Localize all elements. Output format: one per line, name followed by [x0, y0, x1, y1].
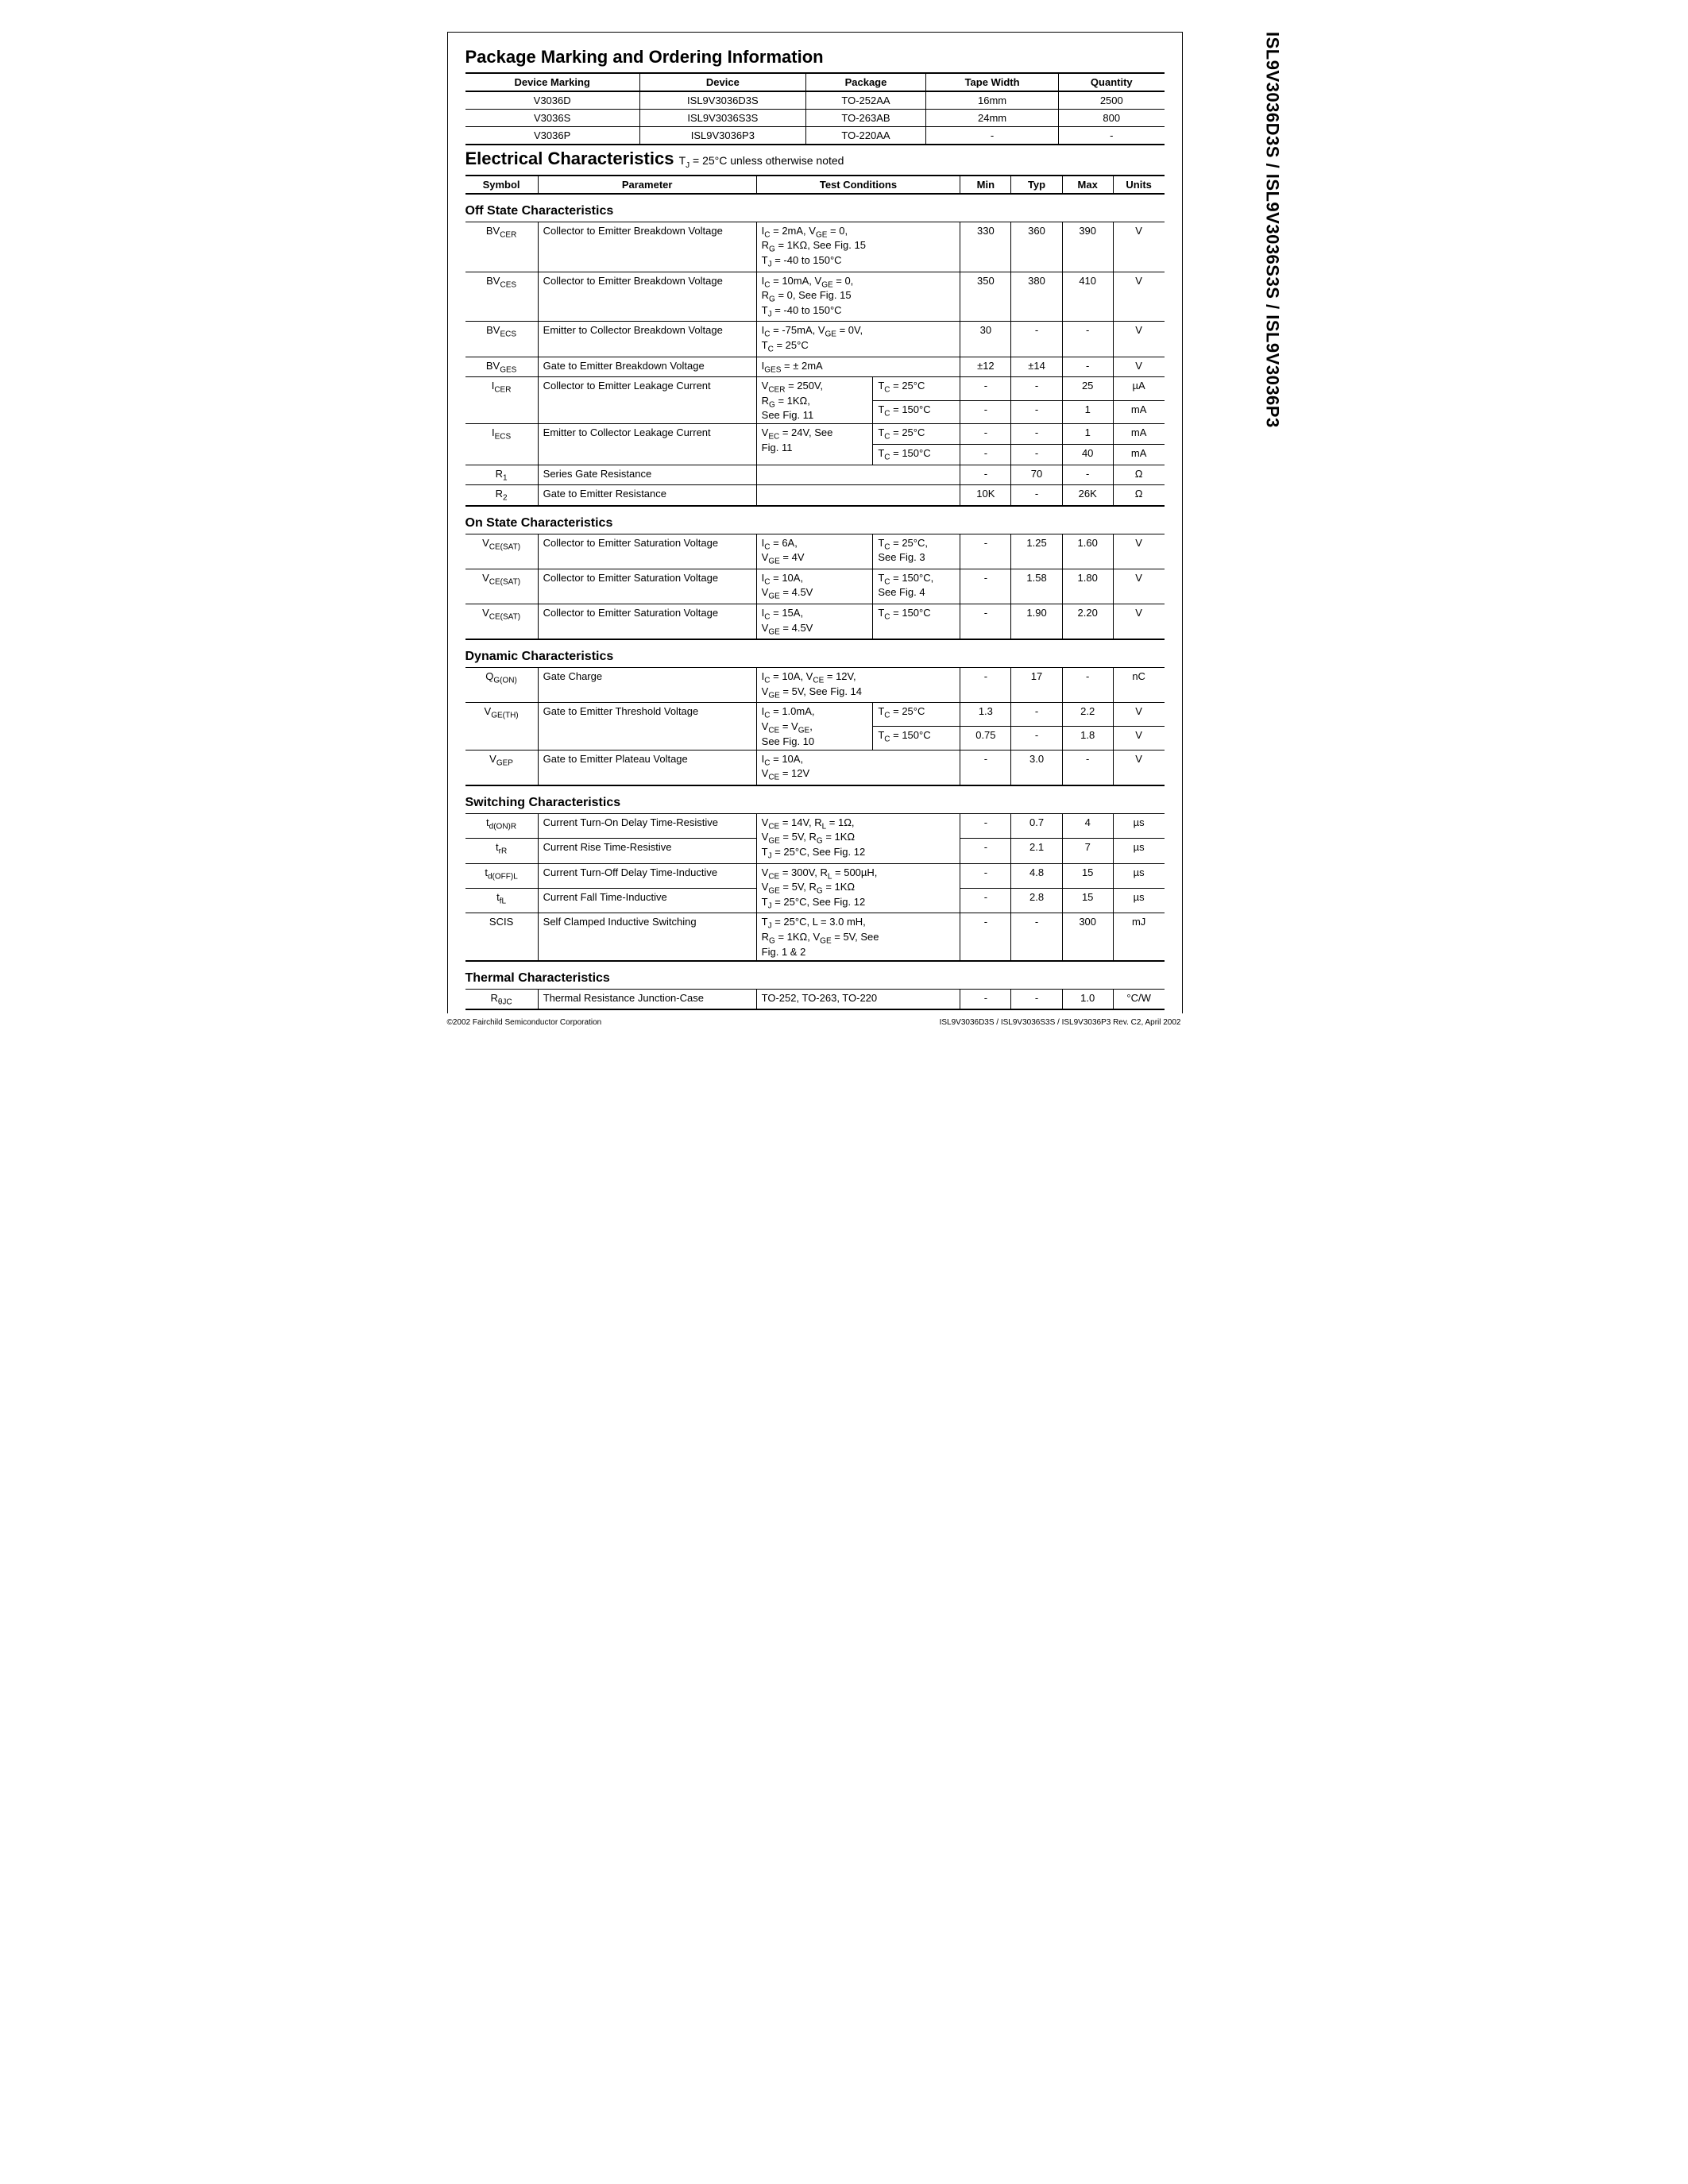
iecs-row: IECSEmitter to Collector Leakage Current…	[465, 424, 1165, 445]
section-th: Thermal Characteristics	[465, 971, 1165, 986]
icer-row: ICERCollector to Emitter Leakage Current…	[465, 377, 1165, 401]
off-row: BVGESGate to Emitter Breakdown VoltageIG…	[465, 357, 1165, 377]
dynamic-table: QG(ON)Gate ChargeIC = 10A, VCE = 12V,VGE…	[465, 667, 1165, 786]
thermal-row: RθJCThermal Resistance Junction-CaseTO-2…	[465, 989, 1165, 1009]
sw-row: SCISSelf Clamped Inductive SwitchingTJ =…	[465, 913, 1165, 961]
footer-copyright: ©2002 Fairchild Semiconductor Corporatio…	[447, 1018, 602, 1027]
spec-col-header: Units	[1113, 176, 1164, 194]
datasheet-page: ISL9V3036D3S / ISL9V3036S3S / ISL9V3036P…	[447, 32, 1242, 1027]
dyn-row: QG(ON)Gate ChargeIC = 10A, VCE = 12V,VGE…	[465, 668, 1165, 703]
r2-row: R2Gate to Emitter Resistance10K-26KΩ	[465, 485, 1165, 506]
off-row: BVCESCollector to Emitter Breakdown Volt…	[465, 272, 1165, 322]
spec-tables: SymbolParameterTest ConditionsMinTypMaxU…	[465, 175, 1165, 1010]
on-row: VCE(SAT)Collector to Emitter Saturation …	[465, 534, 1165, 569]
spec-col-header: Typ	[1011, 176, 1062, 194]
dyn-row: VGE(TH)Gate to Emitter Threshold Voltage…	[465, 703, 1165, 727]
off-row: BVECSEmitter to Collector Breakdown Volt…	[465, 322, 1165, 357]
spec-col-header: Parameter	[538, 176, 756, 194]
sw-row: td(ON)RCurrent Turn-On Delay Time-Resist…	[465, 813, 1165, 838]
on-row: VCE(SAT)Collector to Emitter Saturation …	[465, 604, 1165, 640]
package-table: Device MarkingDevicePackageTape WidthQua…	[465, 72, 1165, 145]
spec-col-header: Min	[960, 176, 1011, 194]
r1-row: R1Series Gate Resistance-70-Ω	[465, 465, 1165, 485]
sw-row: td(OFF)LCurrent Turn-Off Delay Time-Indu…	[465, 863, 1165, 888]
section-on: On State Characteristics	[465, 516, 1165, 531]
side-part-numbers: ISL9V3036D3S / ISL9V3036S3S / ISL9V3036P…	[1262, 32, 1283, 428]
pkg-heading: Package Marking and Ordering Information	[465, 47, 1165, 68]
section-sw: Switching Characteristics	[465, 796, 1165, 810]
pkg-row: V3036PISL9V3036P3TO-220AA--	[465, 127, 1165, 145]
pkg-row: V3036DISL9V3036D3STO-252AA16mm2500	[465, 91, 1165, 110]
spec-col-header: Symbol	[465, 176, 539, 194]
pkg-col-header: Device Marking	[465, 73, 640, 91]
footer-revision: ISL9V3036D3S / ISL9V3036S3S / ISL9V3036P…	[940, 1018, 1181, 1027]
dyn-row: VGEPGate to Emitter Plateau VoltageIC = …	[465, 750, 1165, 785]
thermal-table: RθJCThermal Resistance Junction-CaseTO-2…	[465, 989, 1165, 1011]
off-state-table: BVCERCollector to Emitter Breakdown Volt…	[465, 222, 1165, 507]
switching-table: td(ON)RCurrent Turn-On Delay Time-Resist…	[465, 813, 1165, 962]
spec-col-header: Test Conditions	[756, 176, 960, 194]
elec-heading-text: Electrical Characteristics	[465, 149, 674, 168]
spec-col-header: Max	[1062, 176, 1113, 194]
elec-heading: Electrical Characteristics TJ = 25°C unl…	[465, 149, 1165, 170]
pkg-row: V3036SISL9V3036S3STO-263AB24mm800	[465, 110, 1165, 127]
pkg-col-header: Quantity	[1059, 73, 1165, 91]
section-off: Off State Characteristics	[465, 204, 1165, 218]
pkg-col-header: Package	[805, 73, 925, 91]
off-row: BVCERCollector to Emitter Breakdown Volt…	[465, 222, 1165, 272]
section-dyn: Dynamic Characteristics	[465, 650, 1165, 664]
elec-heading-note: TJ = 25°C unless otherwise noted	[679, 154, 844, 167]
on-row: VCE(SAT)Collector to Emitter Saturation …	[465, 569, 1165, 604]
pkg-col-header: Device	[639, 73, 805, 91]
page-footer: ©2002 Fairchild Semiconductor Corporatio…	[447, 1018, 1181, 1027]
pkg-col-header: Tape Width	[926, 73, 1059, 91]
content-frame: Package Marking and Ordering Information…	[447, 32, 1183, 1013]
spec-header-table: SymbolParameterTest ConditionsMinTypMaxU…	[465, 175, 1165, 195]
on-state-table: VCE(SAT)Collector to Emitter Saturation …	[465, 534, 1165, 641]
